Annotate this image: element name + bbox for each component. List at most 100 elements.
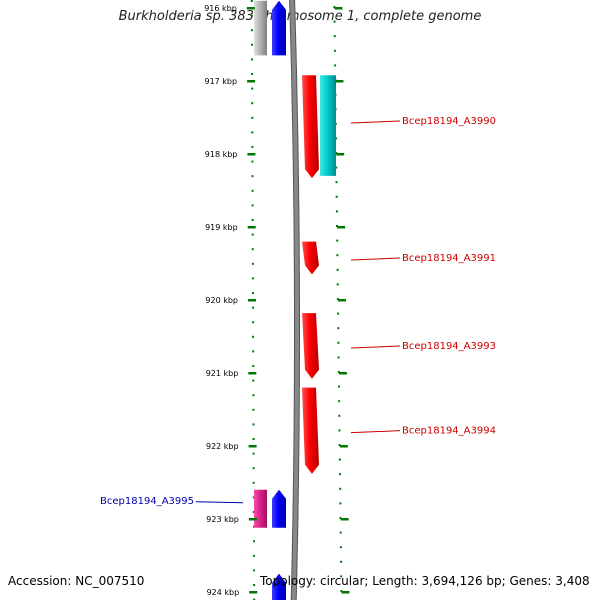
tick-mark-inner <box>248 372 257 375</box>
inner-guide-dot <box>251 204 254 207</box>
tick-mark-outer <box>338 372 347 375</box>
gene-cyan-gene <box>320 75 336 176</box>
outer-guide-dot <box>335 210 338 213</box>
inner-guide-dot <box>252 467 255 470</box>
tick-mark-inner <box>248 299 256 302</box>
inner-guide-dot <box>251 262 254 265</box>
gene-label-Bcep18194_A3995: Bcep18194_A3995 <box>100 496 194 507</box>
outer-guide-dot <box>339 473 341 476</box>
inner-guide-dot <box>252 335 255 338</box>
inner-guide-dot <box>252 452 255 455</box>
inner-guide-dot <box>251 131 254 134</box>
gene-Bcep18194_A3994 <box>302 387 319 474</box>
accession-label: Accession: NC_007510 <box>8 574 145 588</box>
tick-mark-outer <box>334 7 343 10</box>
outer-guide-dot <box>340 575 343 578</box>
outer-guide-dot <box>338 458 341 461</box>
outer-guide-dot <box>336 225 338 227</box>
inner-guide-dot <box>251 73 254 75</box>
gene-blue-top <box>272 0 286 56</box>
outer-guide-dot <box>333 20 336 23</box>
tick-mark-outer <box>335 80 344 83</box>
inner-guide-dot <box>251 189 254 192</box>
gene-Bcep18194_A3990 <box>302 75 319 179</box>
gene-blue-923 <box>272 489 286 528</box>
label-leader-Bcep18194_A3994 <box>350 430 401 434</box>
tick-label: 919 kbp <box>205 223 238 232</box>
inner-guide-dot <box>252 379 255 382</box>
outer-guide-dot <box>336 283 339 286</box>
inner-guide-dot <box>250 29 253 32</box>
backbone-line <box>290 0 299 600</box>
gene-label-Bcep18194_A3993: Bcep18194_A3993 <box>402 341 496 352</box>
tick-label: 917 kbp <box>204 77 237 86</box>
outer-guide-dot <box>339 517 342 519</box>
outer-guide-dot <box>337 312 340 315</box>
gene-Bcep18194_A3993 <box>302 313 319 379</box>
outer-guide-dot <box>333 6 336 8</box>
outer-guide-dot <box>333 49 336 52</box>
outer-guide-dot <box>336 298 339 300</box>
label-leader-Bcep18194_A3993 <box>350 345 401 349</box>
label-leader-Bcep18194_A3991 <box>350 257 401 261</box>
outer-guide-dot <box>338 429 341 432</box>
outer-guide-dot <box>338 414 341 417</box>
tick-label: 916 kbp <box>204 4 237 13</box>
inner-guide-dot <box>253 569 256 572</box>
tick-mark-outer <box>341 591 350 594</box>
outer-guide-dot <box>336 254 339 257</box>
outer-guide-dot <box>338 444 341 446</box>
map-title: Burkholderia sp. 383 chromosome 1, compl… <box>118 9 482 24</box>
outer-guide-dot <box>339 546 342 549</box>
inner-guide-dot <box>251 233 254 236</box>
tick-label: 923 kbp <box>206 515 239 524</box>
tick-mark-inner <box>246 7 255 10</box>
outer-guide-dot <box>336 268 339 271</box>
outer-guide-dot <box>335 195 338 198</box>
gene-gray-top <box>254 0 267 56</box>
inner-guide-dot <box>252 525 255 528</box>
outer-guide-dot <box>337 341 340 344</box>
inner-guide-dot <box>251 58 253 61</box>
gene-blue-924 <box>272 573 286 600</box>
outer-guide-dot <box>338 385 340 388</box>
inner-guide-dot <box>251 146 254 148</box>
outer-guide-dot <box>336 239 339 242</box>
gene-label-Bcep18194_A3994: Bcep18194_A3994 <box>402 426 496 437</box>
tick-mark-inner <box>248 518 257 521</box>
tick-label: 921 kbp <box>206 369 239 378</box>
inner-guide-dot <box>251 219 254 221</box>
inner-guide-dot <box>251 43 253 46</box>
inner-guide-dot <box>252 481 255 484</box>
inner-guide-dot <box>250 0 253 2</box>
tick-mark-outer <box>339 445 348 448</box>
outer-guide-dot <box>335 166 338 169</box>
inner-guide-dot <box>252 321 255 324</box>
inner-guide-dot <box>251 116 254 119</box>
tick-mark-outer <box>336 153 345 156</box>
inner-guide-dot <box>252 365 255 367</box>
inner-guide-dot <box>251 248 254 251</box>
inner-guide-dot <box>253 540 255 543</box>
inner-guide-dot <box>252 511 255 513</box>
tick-label: 924 kbp <box>207 588 240 597</box>
outer-guide-dot <box>334 64 337 67</box>
inner-guide-dot <box>253 584 256 586</box>
inner-guide-dot <box>252 438 255 440</box>
outer-guide-dot <box>339 502 342 505</box>
tick-label: 920 kbp <box>205 296 238 305</box>
outer-guide-dot <box>340 560 343 563</box>
tick-mark-outer <box>340 518 349 521</box>
outer-guide-dot <box>339 487 342 490</box>
inner-guide-dot <box>250 14 253 17</box>
inner-guide-dot <box>252 350 255 353</box>
tick-label: 922 kbp <box>206 442 239 451</box>
tick-mark-outer <box>338 299 346 302</box>
inner-guide-dot <box>252 306 254 309</box>
inner-guide-dot <box>253 554 255 557</box>
inner-guide-dot <box>251 175 254 178</box>
gene-Bcep18194_A3991 <box>302 241 319 275</box>
label-leader-Bcep18194_A3990 <box>350 120 401 124</box>
outer-guide-dot <box>338 400 341 403</box>
genome-summary: Topology: circular; Length: 3,694,126 bp… <box>260 574 590 588</box>
